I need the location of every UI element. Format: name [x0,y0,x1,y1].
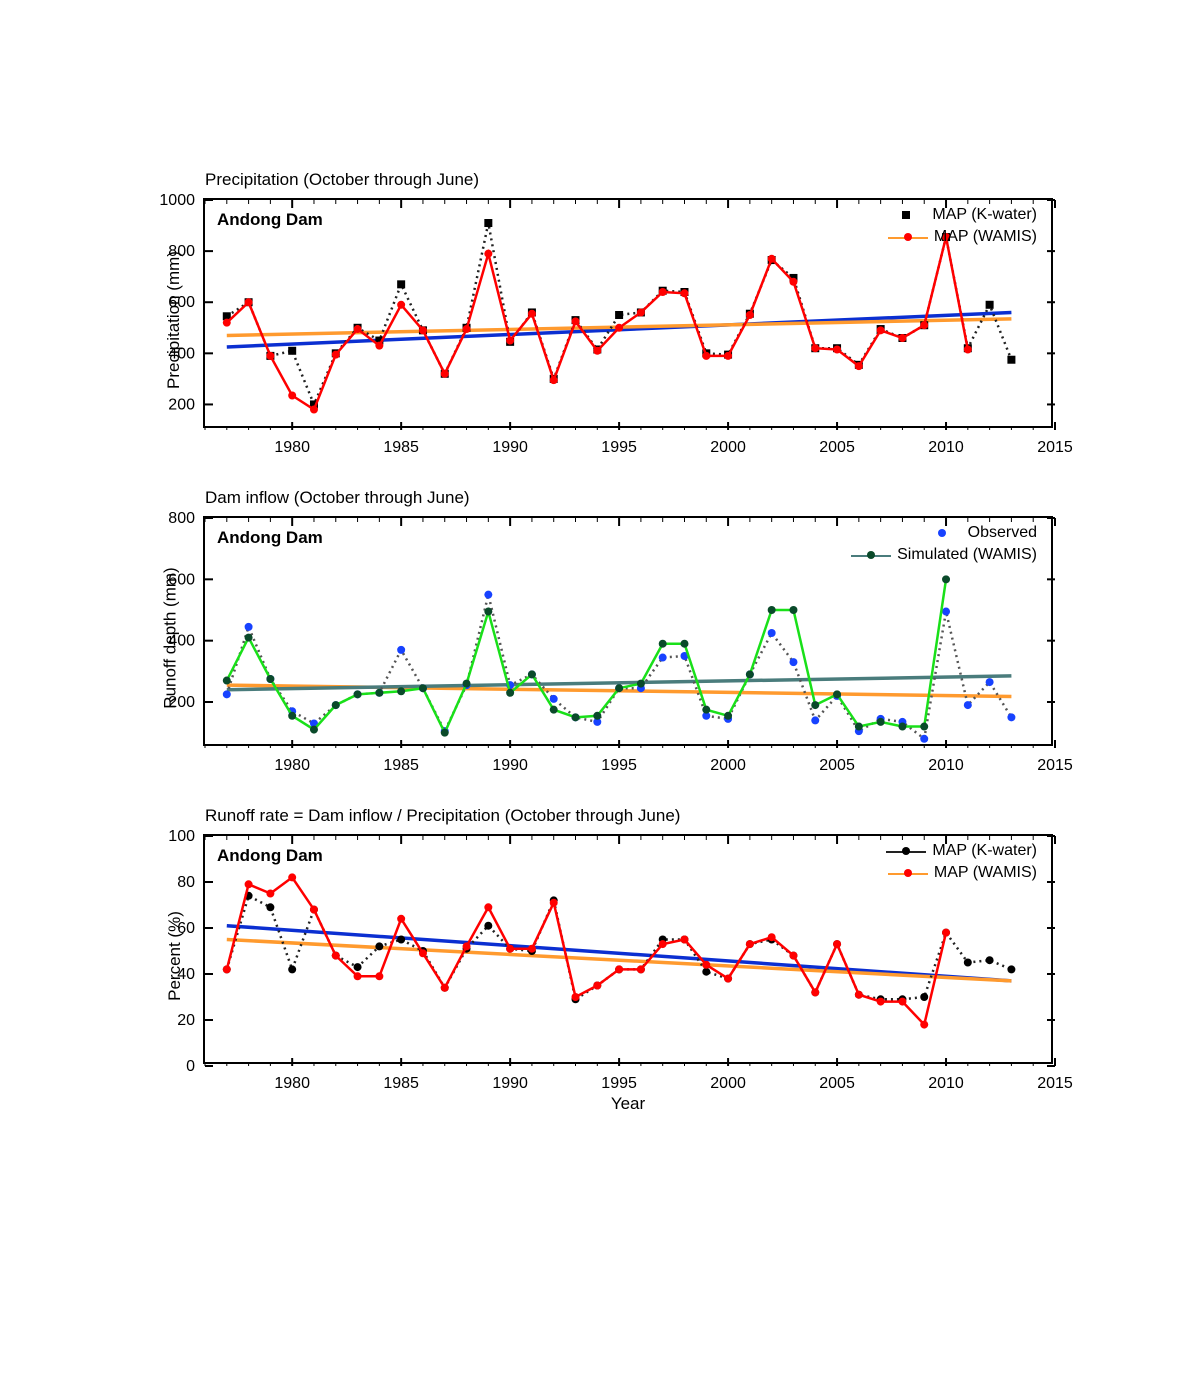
svg-text:1985: 1985 [383,1075,419,1092]
svg-text:40: 40 [177,966,195,983]
svg-text:1985: 1985 [383,439,419,456]
svg-text:1990: 1990 [492,1075,528,1092]
svg-text:1980: 1980 [274,757,310,774]
svg-text:1980: 1980 [274,1075,310,1092]
svg-text:2005: 2005 [819,439,855,456]
panel-precip: Precipitation (October through June) Pre… [155,170,1055,428]
svg-text:2010: 2010 [928,1075,964,1092]
legend-label: MAP (K-water) [932,842,1037,860]
legend-item: MAP (K-water) [886,842,1037,860]
legend-label: MAP (WAMIS) [934,228,1037,246]
svg-text:600: 600 [168,294,195,311]
panel-runoffrate: Runoff rate = Dam inflow / Precipitation… [155,806,1055,1114]
svg-text:1995: 1995 [601,1075,637,1092]
plot-inflow: Andong Dam 20040060080019801985199019952… [203,516,1053,746]
panel-title: Runoff rate = Dam inflow / Precipitation… [155,806,1055,826]
legend-symbol [886,844,926,858]
svg-text:2015: 2015 [1037,1075,1073,1092]
plot-precip: Andong Dam 20040060080010001980198519901… [203,198,1053,428]
svg-text:60: 60 [177,920,195,937]
svg-text:2000: 2000 [710,1075,746,1092]
svg-text:2015: 2015 [1037,439,1073,456]
svg-text:2000: 2000 [710,439,746,456]
legend-item: MAP (WAMIS) [886,228,1037,246]
legend-symbol [922,526,962,540]
svg-text:400: 400 [168,633,195,650]
svg-text:1995: 1995 [601,757,637,774]
legend-label: MAP (WAMIS) [934,864,1037,882]
svg-text:800: 800 [168,243,195,260]
legend-inflow: Observed Simulated (WAMIS) [851,524,1037,568]
legend-label: Simulated (WAMIS) [897,546,1037,564]
svg-text:1990: 1990 [492,757,528,774]
ylabel-precip: Precipitation (mm) [164,251,184,389]
xlabel: Year [203,1094,1053,1114]
legend-symbol [851,548,891,562]
legend-runoffrate: MAP (K-water) MAP (WAMIS) [886,842,1037,886]
svg-text:1985: 1985 [383,757,419,774]
svg-text:800: 800 [168,510,195,527]
svg-text:2010: 2010 [928,757,964,774]
panel-inflow: Dam inflow (October through June) Runoff… [155,488,1055,746]
svg-text:1000: 1000 [159,192,195,209]
legend-item: Observed [851,524,1037,542]
svg-text:80: 80 [177,874,195,891]
legend-symbol [888,230,928,244]
svg-text:2005: 2005 [819,757,855,774]
svg-text:20: 20 [177,1012,195,1029]
svg-text:2015: 2015 [1037,757,1073,774]
svg-text:2005: 2005 [819,1075,855,1092]
legend-label: Observed [968,524,1037,542]
svg-text:1995: 1995 [601,439,637,456]
svg-text:200: 200 [168,694,195,711]
svg-text:1990: 1990 [492,439,528,456]
svg-text:100: 100 [168,828,195,845]
svg-text:2010: 2010 [928,439,964,456]
plot-runoffrate: Andong Dam 02040608010019801985199019952… [203,834,1053,1064]
legend-precip: MAP (K-water) MAP (WAMIS) [886,206,1037,250]
figure: Precipitation (October through June) Pre… [155,170,1055,1174]
legend-label: MAP (K-water) [932,206,1037,224]
svg-text:400: 400 [168,345,195,362]
svg-text:200: 200 [168,396,195,413]
legend-symbol [888,866,928,880]
svg-text:2000: 2000 [710,757,746,774]
legend-item: MAP (K-water) [886,206,1037,224]
svg-text:1980: 1980 [274,439,310,456]
panel-title: Dam inflow (October through June) [155,488,1055,508]
svg-text:600: 600 [168,571,195,588]
panel-title: Precipitation (October through June) [155,170,1055,190]
legend-item: Simulated (WAMIS) [851,546,1037,564]
legend-symbol [886,208,926,222]
legend-item: MAP (WAMIS) [886,864,1037,882]
svg-text:0: 0 [186,1058,195,1075]
